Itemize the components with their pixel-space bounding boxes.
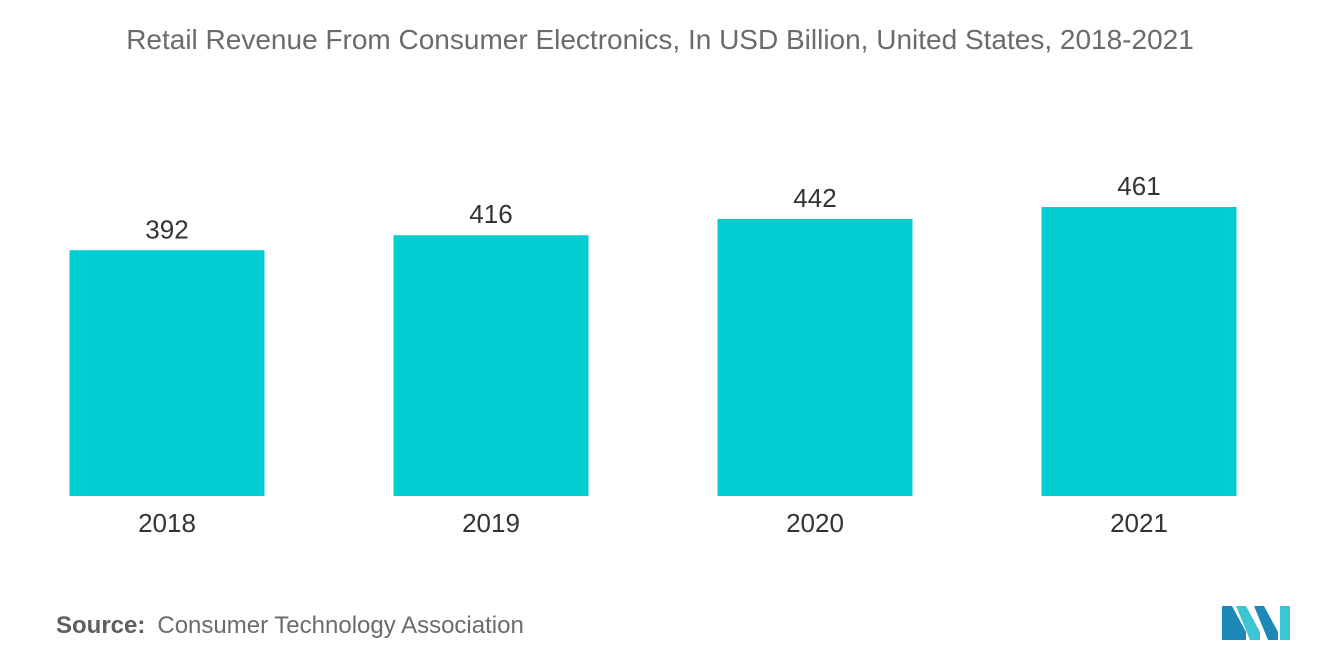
x-tick-label-2020: 2020 [786, 508, 844, 538]
mordor-intelligence-logo-icon [1222, 606, 1290, 640]
data-label-2019: 416 [469, 199, 512, 229]
bar-2018 [69, 250, 265, 496]
bar-2019 [393, 235, 589, 496]
source-text: Consumer Technology Association [157, 612, 524, 639]
bar-2020 [717, 218, 913, 496]
data-label-2018: 392 [145, 214, 188, 244]
bar-2021 [1041, 207, 1237, 496]
data-label-2021: 461 [1117, 171, 1160, 201]
x-tick-label-2018: 2018 [138, 508, 196, 538]
x-tick-label-2019: 2019 [462, 508, 520, 538]
x-tick-label-2021: 2021 [1110, 508, 1168, 538]
chart-title: Retail Revenue From Consumer Electronics… [126, 24, 1194, 55]
source-label: Source: [56, 612, 146, 639]
source-note: Source: Consumer Technology Association [56, 612, 524, 640]
data-label-2020: 442 [793, 183, 836, 213]
